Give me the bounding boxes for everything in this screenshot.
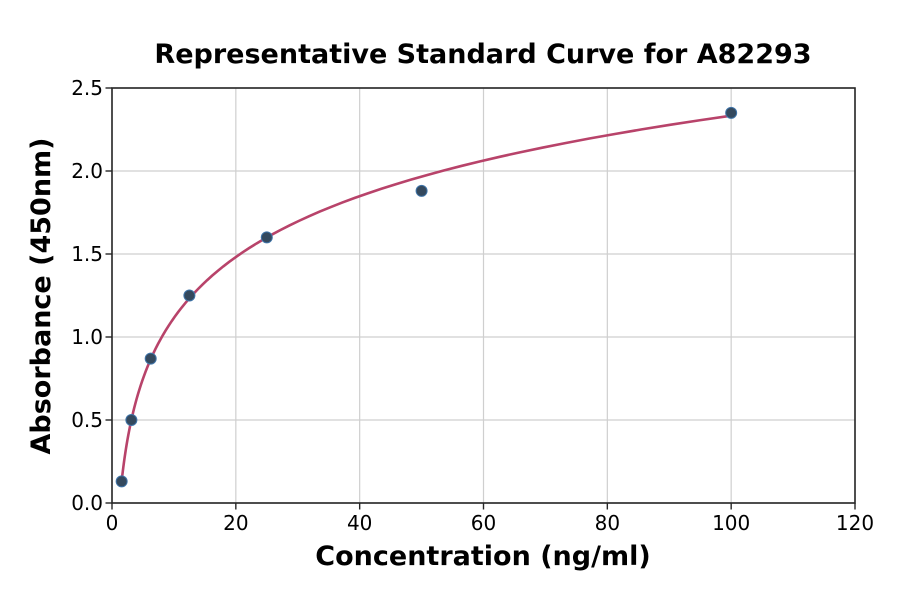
data-point (183, 289, 196, 302)
x-tick-label: 40 (347, 511, 372, 535)
y-axis-label: Absorbance (450nm) (26, 137, 57, 454)
data-point (125, 414, 138, 426)
data-point (415, 184, 428, 197)
axis-ticks (105, 87, 856, 510)
chart-title: Representative Standard Curve for A82293 (154, 39, 811, 70)
y-tick-label: 0.0 (71, 491, 103, 515)
tick-labels: 0 20 40 60 80 100 120 0.0 0.5 1.0 1.5 2.0 2.5 (71, 76, 874, 535)
x-tick-label: 80 (595, 511, 620, 535)
data-point (144, 352, 157, 365)
y-tick-label: 1.0 (71, 325, 103, 349)
y-tick-label: 1.5 (71, 242, 103, 266)
gridlines (111, 87, 856, 504)
x-tick-label: 120 (836, 511, 874, 535)
data-point (725, 106, 738, 119)
x-tick-label: 100 (712, 511, 750, 535)
y-tick-label: 0.5 (71, 408, 103, 432)
y-tick-label: 2.5 (71, 76, 103, 100)
data-points (115, 106, 738, 488)
x-axis-label: Concentration (ng/ml) (315, 541, 650, 572)
y-tick-label: 2.0 (71, 159, 103, 183)
data-point (115, 475, 128, 488)
x-tick-label: 0 (106, 511, 119, 535)
data-point (260, 231, 273, 244)
x-tick-label: 20 (223, 511, 248, 535)
x-tick-label: 60 (471, 511, 496, 535)
